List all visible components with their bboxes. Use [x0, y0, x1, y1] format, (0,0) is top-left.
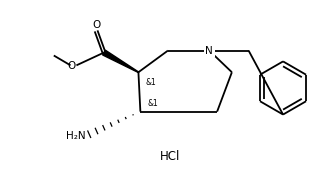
- Polygon shape: [103, 50, 139, 72]
- Text: &1: &1: [147, 99, 158, 108]
- Text: O: O: [92, 20, 100, 30]
- Text: O: O: [67, 61, 76, 71]
- Text: H₂N: H₂N: [66, 131, 85, 141]
- Text: N: N: [205, 46, 213, 56]
- Text: &1: &1: [145, 78, 156, 87]
- Text: HCl: HCl: [160, 150, 180, 163]
